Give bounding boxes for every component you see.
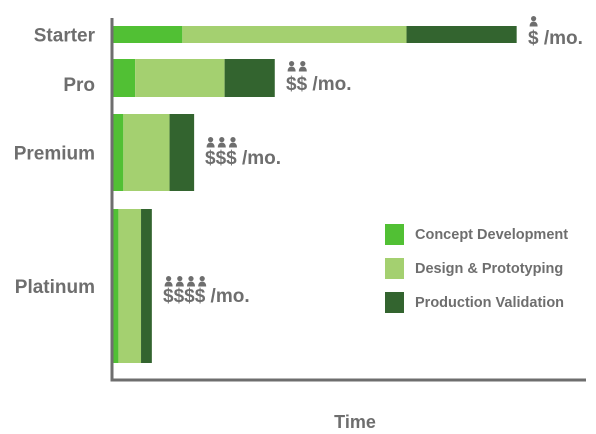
- person-icon: [164, 276, 173, 287]
- price-symbol: $$: [286, 74, 308, 95]
- legend-swatch-production-validation: [385, 292, 404, 313]
- price-label-starter: $ /mo.: [528, 28, 583, 49]
- price-suffix: /mo.: [205, 286, 249, 307]
- person-icon: [217, 137, 226, 148]
- person-icon: [229, 137, 237, 148]
- legend-swatch-design-and-prototyping: [385, 258, 404, 279]
- bar-platinum-concept-development: [113, 209, 119, 363]
- legend-label-production-validation: Production Validation: [415, 295, 564, 311]
- category-label-premium: Premium: [14, 144, 95, 165]
- category-label-pro: Pro: [63, 75, 95, 96]
- bar-starter-concept-development: [113, 26, 183, 43]
- bar-premium-design-and-prototyping: [123, 114, 170, 191]
- category-label-platinum: Platinum: [15, 277, 95, 298]
- price-label-premium: $$$ /mo.: [205, 148, 281, 169]
- bar-starter-design-and-prototyping: [182, 26, 407, 43]
- bar-pro-concept-development: [113, 59, 136, 97]
- price-symbol: $$$: [205, 148, 237, 169]
- price-symbol: $: [528, 28, 539, 49]
- price-symbol: $$$$: [163, 286, 206, 307]
- price-label-pro: $$ /mo.: [286, 74, 351, 95]
- person-icon: [198, 276, 207, 287]
- bar-pro-production-validation: [224, 59, 275, 97]
- price-suffix: /mo.: [539, 28, 583, 49]
- bar-platinum-production-validation: [141, 209, 152, 363]
- person-icon: [206, 137, 215, 148]
- category-label-starter: Starter: [34, 26, 96, 47]
- person-icon: [298, 61, 307, 72]
- bar-platinum-design-and-prototyping: [118, 209, 142, 363]
- x-axis-title: Time: [334, 412, 376, 432]
- legend-label-design-and-prototyping: Design & Prototyping: [415, 261, 563, 277]
- bar-pro-design-and-prototyping: [135, 59, 225, 97]
- price-label-platinum: $$$$ /mo.: [163, 286, 250, 307]
- bar-premium-concept-development: [113, 114, 124, 191]
- bar-starter-production-validation: [406, 26, 517, 43]
- person-icon: [175, 276, 184, 287]
- price-suffix: /mo.: [307, 74, 351, 95]
- person-icon: [187, 276, 195, 287]
- price-suffix: /mo.: [237, 148, 281, 169]
- person-icon: [287, 61, 296, 72]
- legend-label-concept-development: Concept Development: [415, 227, 568, 243]
- legend-swatch-concept-development: [385, 224, 404, 245]
- person-icon: [529, 16, 538, 27]
- bar-premium-production-validation: [169, 114, 195, 191]
